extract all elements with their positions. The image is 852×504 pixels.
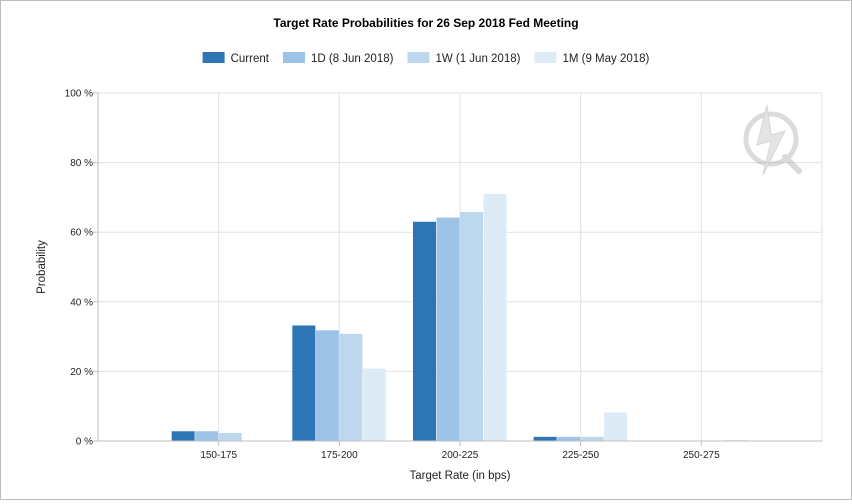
y-tick-label: 20 % [70,367,93,378]
legend-label: 1D (8 Jun 2018) [311,53,394,65]
x-tick-label: 200-225 [442,450,479,461]
bar [460,212,483,441]
bar [413,221,436,441]
bars [171,193,748,441]
legend-label: Current [231,53,270,65]
legend-swatch [407,52,430,63]
y-tick-label: 40 % [70,297,93,308]
bar [436,217,460,441]
bar [339,333,363,441]
bar [195,431,219,441]
y-tick-label: 0 % [76,437,93,448]
bar [557,436,581,441]
lightning-q-logo-icon [743,104,802,176]
y-tick-label: 100 % [65,89,93,100]
bar [483,193,507,441]
legend-label: 1W (1 Jun 2018) [435,53,520,65]
tick-labels: 0 % 20 % 40 % 60 % 80 % 100 % 150-175 175-200 20… [65,89,720,462]
axes [93,92,823,446]
x-axis-title: Target Rate (in bps) [410,470,511,482]
bar [724,439,748,441]
bar [171,431,195,441]
y-axis-title: Probability [36,240,48,294]
x-tick-label: 250-275 [683,450,720,461]
legend-swatch [202,52,225,63]
legend-swatch [534,52,557,63]
chart-title: Target Rate Probabilities for 26 Sep 201… [273,16,578,30]
legend-swatch [282,52,305,63]
x-tick-label: 150-175 [200,450,237,461]
y-tick-label: 60 % [70,228,93,239]
x-tick-label: 225-250 [562,450,599,461]
bar [315,330,339,441]
plot-area: 0 % 20 % 40 % 60 % 80 % 100 % 150-175 175-200 20… [65,89,823,462]
x-tick-label: 175-200 [321,450,358,461]
bar [362,368,386,441]
bar [533,436,557,441]
bar [218,432,242,441]
legend-label: 1M (9 May 2018) [562,53,649,65]
legend: Current 1D (8 Jun 2018) 1W (1 Jun 2018) 1M … [202,52,650,65]
bar [604,412,628,441]
bar [292,325,316,441]
bar [580,436,604,441]
y-tick-label: 80 % [70,158,93,169]
